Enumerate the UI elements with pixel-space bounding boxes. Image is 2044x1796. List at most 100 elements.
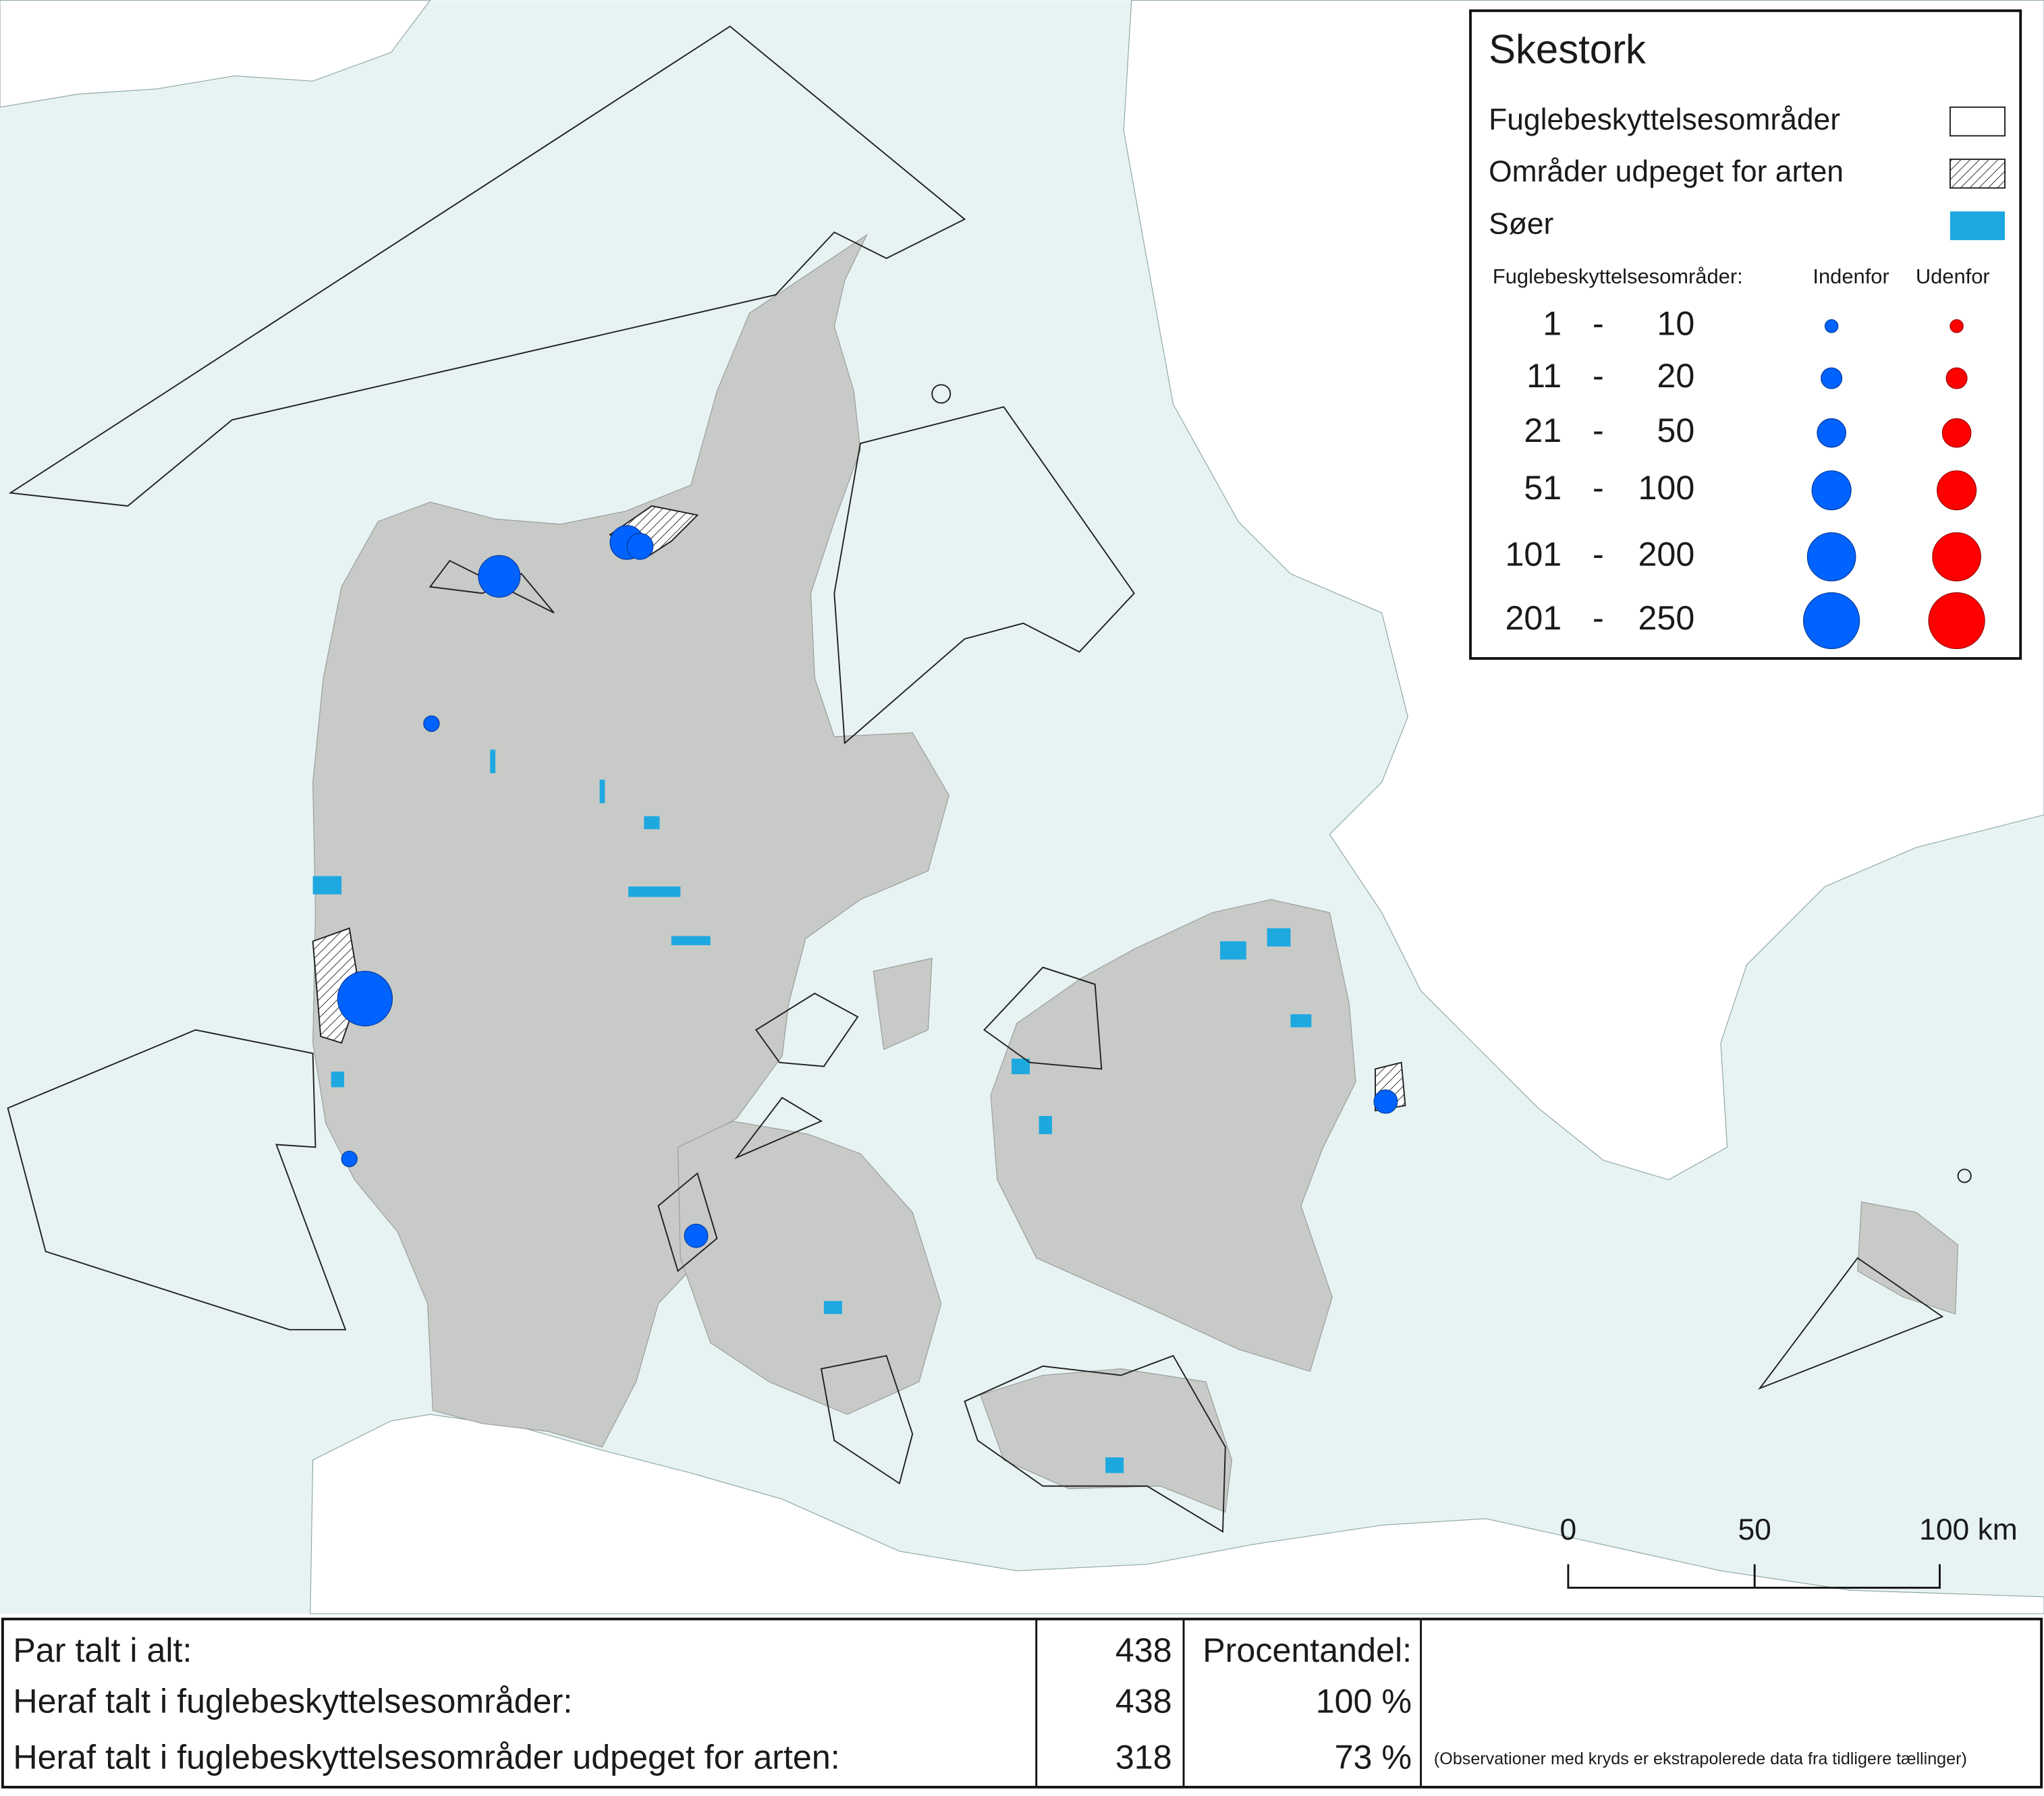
legend-size-header: Udenfor xyxy=(1916,264,1990,288)
size-class-dash: - xyxy=(1593,536,1604,573)
scale-label: 0 xyxy=(1560,1513,1577,1546)
legend-box xyxy=(1469,9,2022,660)
legend-swatch xyxy=(1949,106,2006,137)
legend-item: Områder udpeget for arten xyxy=(1489,155,1844,188)
lolland-falster xyxy=(979,1368,1233,1513)
row-share: 100 % xyxy=(1316,1682,1412,1720)
size-symbol-outside xyxy=(1950,319,1964,333)
samsoe xyxy=(873,957,933,1050)
protection-area xyxy=(964,1355,1226,1533)
legend-swatch xyxy=(1950,211,2006,240)
protection-area xyxy=(755,992,859,1067)
jutland xyxy=(312,233,949,1448)
size-class-dash: - xyxy=(1593,599,1604,637)
protection-area xyxy=(8,25,966,507)
protection-area xyxy=(734,1096,823,1160)
lake xyxy=(599,779,605,804)
size-symbol-outside xyxy=(1932,532,1981,582)
size-symbol-inside xyxy=(1811,470,1852,511)
protection-area xyxy=(833,406,1135,745)
size-class-high: 250 xyxy=(1638,599,1694,637)
size-class-high: 200 xyxy=(1638,536,1694,573)
size-symbol-inside xyxy=(1806,532,1856,582)
size-class-low: 201 xyxy=(1505,599,1562,637)
table-border xyxy=(1,1617,2043,1789)
row-share: Procentandel: xyxy=(1203,1631,1412,1669)
observation xyxy=(626,532,654,560)
size-symbol-inside xyxy=(1803,592,1860,650)
size-class-dash: - xyxy=(1593,469,1604,507)
size-class-high: 50 xyxy=(1657,412,1694,449)
size-class-high: 100 xyxy=(1638,469,1694,507)
protection-area xyxy=(931,384,951,404)
scale-label: 50 xyxy=(1738,1513,1771,1546)
row-count: 318 xyxy=(1115,1739,1172,1776)
bornholm xyxy=(1857,1201,1959,1315)
size-class-low: 51 xyxy=(1524,469,1562,507)
row-share: 73 % xyxy=(1335,1739,1412,1776)
lake xyxy=(1267,928,1291,947)
lake xyxy=(1290,1014,1312,1028)
protection-area xyxy=(983,966,1103,1070)
legend-title: Skestork xyxy=(1489,26,1647,72)
row-label: Par talt i alt: xyxy=(13,1631,192,1669)
legend-swatch xyxy=(1949,159,2006,189)
protection-area xyxy=(7,1029,347,1330)
size-symbol-outside xyxy=(1937,470,1977,511)
row-label: Heraf talt i fuglebeskyttelsesområder ud… xyxy=(13,1739,839,1776)
protection-areas xyxy=(7,25,1972,1533)
legend-size-header: Fuglebeskyttelsesområder: xyxy=(1493,264,1743,288)
table-rows: Par talt i alt: 438 Procentandel: Heraf tal… xyxy=(13,1631,1412,1776)
table-note: (Observationer med kryds er ekstrapolere… xyxy=(1434,1749,1967,1768)
lake xyxy=(644,816,660,830)
lake xyxy=(823,1301,842,1314)
protection-area xyxy=(657,1172,718,1272)
size-symbol-inside xyxy=(1821,367,1843,389)
size-class-low: 1 xyxy=(1543,305,1562,343)
size-class-dash: - xyxy=(1593,412,1604,449)
lake xyxy=(331,1071,344,1088)
legend-item: Fuglebeskyttelsesområder xyxy=(1489,103,1840,136)
size-class-low: 21 xyxy=(1524,412,1562,449)
size-class-high: 10 xyxy=(1657,305,1694,343)
size-symbol-outside xyxy=(1941,418,1972,448)
lake xyxy=(1220,941,1246,960)
lake xyxy=(628,887,681,897)
protection-area xyxy=(820,1355,914,1485)
size-symbol-inside xyxy=(1817,418,1846,448)
row-label: Heraf talt i fuglebeskyttelsesområder: xyxy=(13,1682,572,1720)
size-symbol-inside xyxy=(1824,319,1839,333)
row-count: 438 xyxy=(1115,1682,1172,1720)
zealand xyxy=(990,899,1356,1372)
legend-size-header: Indenfor xyxy=(1813,264,1889,288)
lake xyxy=(671,936,711,945)
lake xyxy=(490,750,496,773)
norway xyxy=(0,0,431,108)
observation xyxy=(337,970,393,1027)
protection-area xyxy=(1957,1169,1972,1183)
observations xyxy=(337,525,1398,1248)
protection-area xyxy=(1758,1257,1944,1390)
lake xyxy=(312,876,342,895)
size-class-dash: - xyxy=(1593,357,1604,395)
size-class-low: 11 xyxy=(1526,357,1562,395)
table-dividers xyxy=(1035,1619,1422,1787)
lake xyxy=(1012,1059,1030,1075)
lake xyxy=(1039,1116,1052,1135)
protection-area xyxy=(429,559,555,614)
observation xyxy=(684,1223,709,1248)
size-class-dash: - xyxy=(1593,305,1604,343)
row-count: 438 xyxy=(1115,1631,1172,1669)
size-class-high: 20 xyxy=(1657,357,1694,395)
scale-line xyxy=(1567,1564,1941,1589)
lake xyxy=(1105,1457,1124,1474)
scale-label: 100 km xyxy=(1919,1513,2018,1546)
observation xyxy=(341,1150,358,1167)
legend-item: Søer xyxy=(1489,207,1553,240)
size-class-low: 101 xyxy=(1505,536,1562,573)
observation xyxy=(478,555,521,598)
size-symbol-outside xyxy=(1945,367,1968,389)
